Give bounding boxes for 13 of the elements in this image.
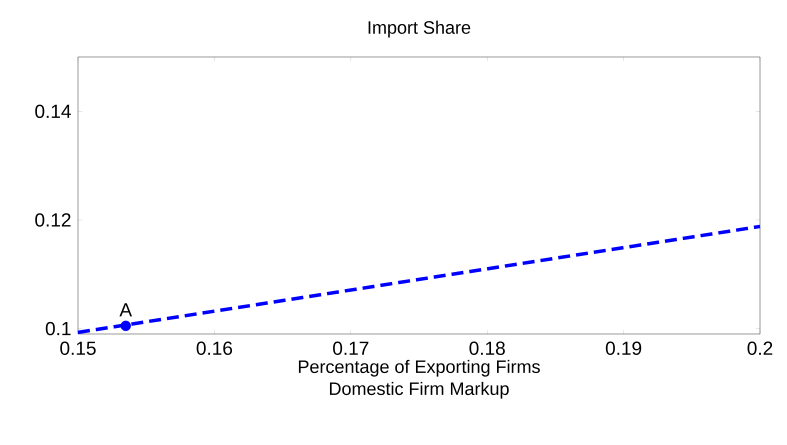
x-tick-label: 0.2	[748, 342, 772, 355]
x-tick-label: 0.18	[469, 342, 505, 355]
y-tick-label: 0.12	[35, 213, 71, 227]
x-tick-label: 0.16	[196, 342, 232, 355]
x-axis-title: Percentage of Exporting Firms	[298, 360, 540, 377]
text: Domestic Firm Markup	[330, 382, 509, 399]
y-tick-label: 0.14	[35, 104, 71, 118]
y-tick-label: 0.1	[46, 322, 71, 336]
annotation: A	[119, 303, 132, 316]
x-tick-label: 0.17	[333, 342, 368, 355]
x-tick-label: 0.19	[606, 342, 642, 355]
chart-title: Import Share	[368, 20, 470, 38]
x-tick-label: 0.15	[60, 342, 96, 355]
